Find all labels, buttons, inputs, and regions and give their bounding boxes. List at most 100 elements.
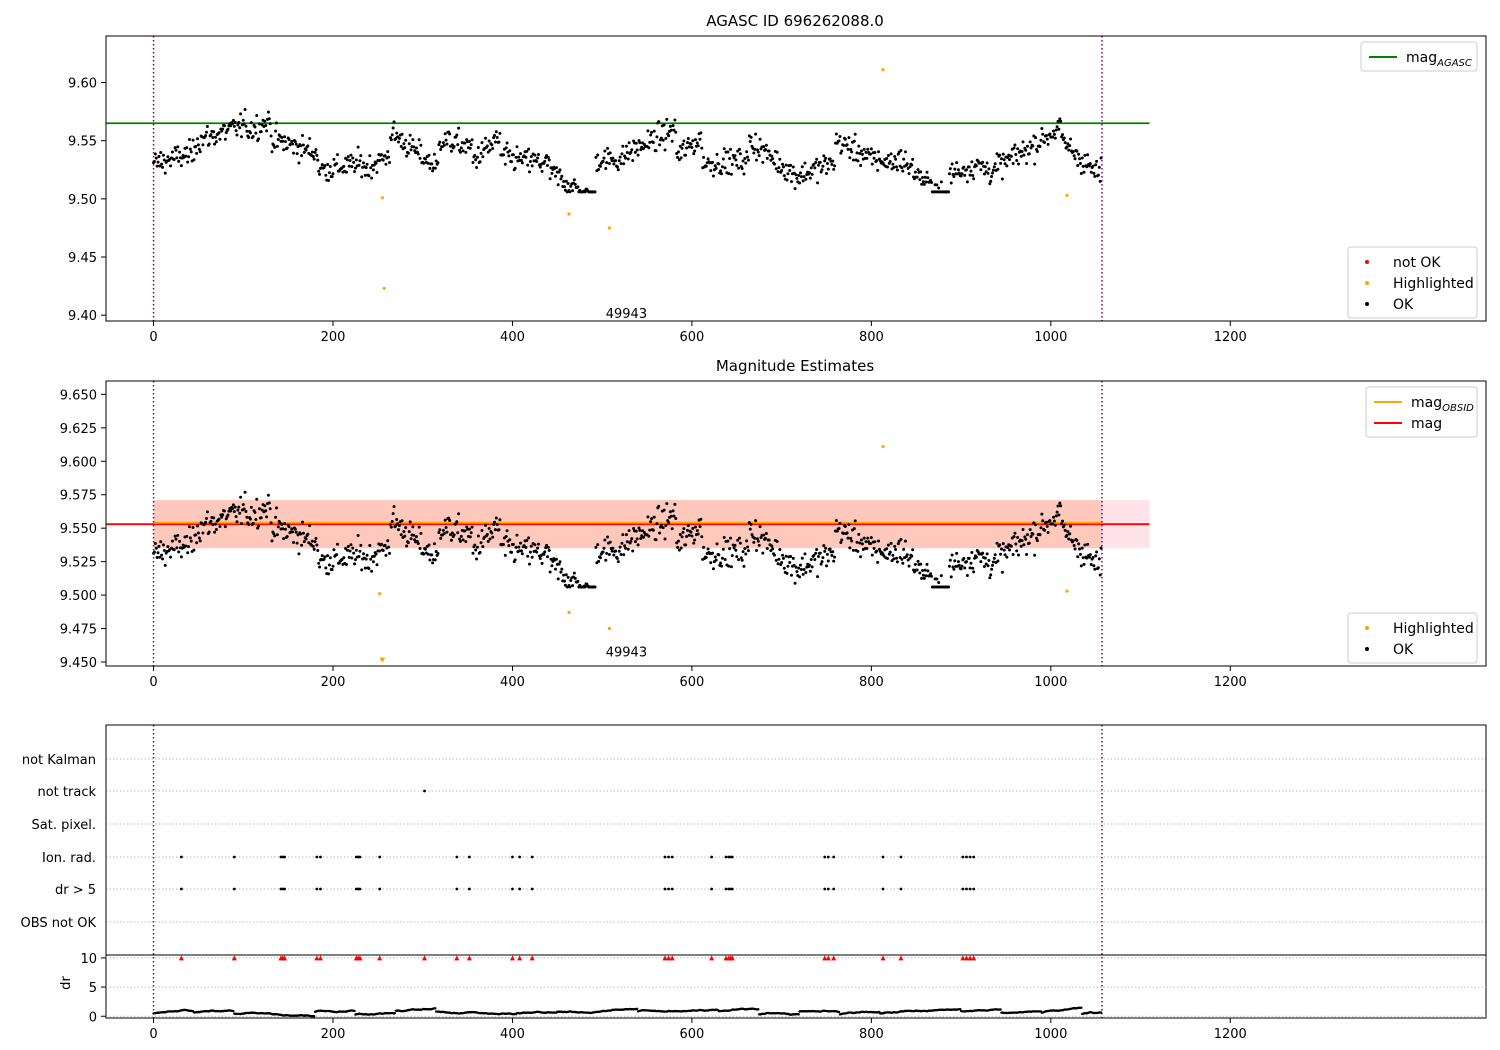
ok-point <box>619 553 623 557</box>
ok-point <box>306 144 310 148</box>
ok-point <box>750 533 754 537</box>
ok-point <box>157 155 161 159</box>
ok-point <box>544 546 548 550</box>
ok-point <box>605 161 609 165</box>
ok-point <box>335 542 339 546</box>
ok-point <box>991 560 995 564</box>
ok-point <box>862 147 866 151</box>
ok-point <box>172 157 176 161</box>
ok-point <box>638 528 642 532</box>
ok-point <box>763 148 767 152</box>
ok-point <box>637 526 641 530</box>
ok-point <box>912 570 916 574</box>
ok-point <box>478 550 482 554</box>
ok-point <box>728 147 732 151</box>
ok-point <box>295 152 299 156</box>
ok-point <box>910 163 914 167</box>
ok-point <box>1020 149 1024 153</box>
ok-point <box>436 161 440 165</box>
ok-point <box>1020 539 1024 543</box>
ok-point <box>1014 152 1018 156</box>
ok-point <box>788 169 792 173</box>
ok-point <box>611 156 615 160</box>
ok-point <box>480 528 484 532</box>
ok-point <box>347 555 351 559</box>
ok-point <box>593 190 597 194</box>
ok-point <box>573 182 577 186</box>
ok-point <box>173 534 177 538</box>
ok-point <box>280 522 284 526</box>
ok-point <box>572 571 576 575</box>
ok-point <box>354 158 358 162</box>
ok-point <box>236 508 240 512</box>
ok-point <box>400 519 404 523</box>
ok-point <box>310 539 314 543</box>
ok-point <box>290 527 294 531</box>
ok-point <box>907 172 911 176</box>
ok-point <box>330 175 334 179</box>
ok-point <box>685 535 689 539</box>
ok-point <box>257 507 261 511</box>
ok-point <box>1006 546 1010 550</box>
ok-point <box>362 161 366 165</box>
ok-point <box>359 543 363 547</box>
ok-point <box>481 545 485 549</box>
ok-point <box>622 162 626 166</box>
ok-point <box>353 166 357 170</box>
ok-point <box>239 135 243 139</box>
ok-point <box>1085 556 1089 560</box>
ok-point <box>558 168 562 172</box>
ok-point <box>920 182 924 186</box>
ok-point <box>713 164 717 168</box>
ok-point <box>808 176 812 180</box>
legend-label: Highlighted <box>1393 276 1474 292</box>
ok-point <box>752 151 756 155</box>
axes-frame <box>105 380 1487 667</box>
ok-point <box>188 147 192 151</box>
ok-point <box>569 579 573 583</box>
ok-point <box>221 127 225 131</box>
ok-point <box>563 185 567 189</box>
ok-point <box>1060 135 1064 139</box>
ok-point <box>803 552 807 556</box>
ok-point <box>154 546 158 550</box>
ok-point <box>714 558 718 562</box>
ok-point <box>473 543 477 547</box>
ok-point <box>1034 536 1038 540</box>
ok-point <box>436 552 440 556</box>
ok-point <box>719 169 723 173</box>
ok-point <box>753 536 757 540</box>
ok-point <box>608 151 612 155</box>
ok-point <box>968 566 972 570</box>
ok-point <box>834 518 838 522</box>
ok-point <box>793 187 797 191</box>
ok-point <box>220 515 224 519</box>
ok-point <box>998 543 1002 547</box>
ok-point <box>784 163 788 167</box>
ok-point <box>700 146 704 150</box>
ok-point <box>1098 179 1102 183</box>
ok-point <box>659 523 663 527</box>
ok-point <box>1046 142 1050 146</box>
ok-point <box>379 542 383 546</box>
ok-point <box>529 544 533 548</box>
ok-point <box>849 148 853 152</box>
ok-point <box>257 122 261 126</box>
ok-point <box>734 158 738 162</box>
ok-point <box>891 162 895 166</box>
ok-point <box>266 110 270 114</box>
ok-point <box>464 540 468 544</box>
ok-point <box>987 167 991 171</box>
ok-point <box>568 585 572 589</box>
ok-point <box>620 152 624 156</box>
ok-point <box>342 164 346 168</box>
ok-point <box>925 562 929 566</box>
ok-point <box>505 529 509 533</box>
ok-point <box>647 534 651 538</box>
ok-point <box>407 142 411 146</box>
ok-point <box>919 562 923 566</box>
ok-point <box>490 531 494 535</box>
ok-point <box>519 152 523 156</box>
